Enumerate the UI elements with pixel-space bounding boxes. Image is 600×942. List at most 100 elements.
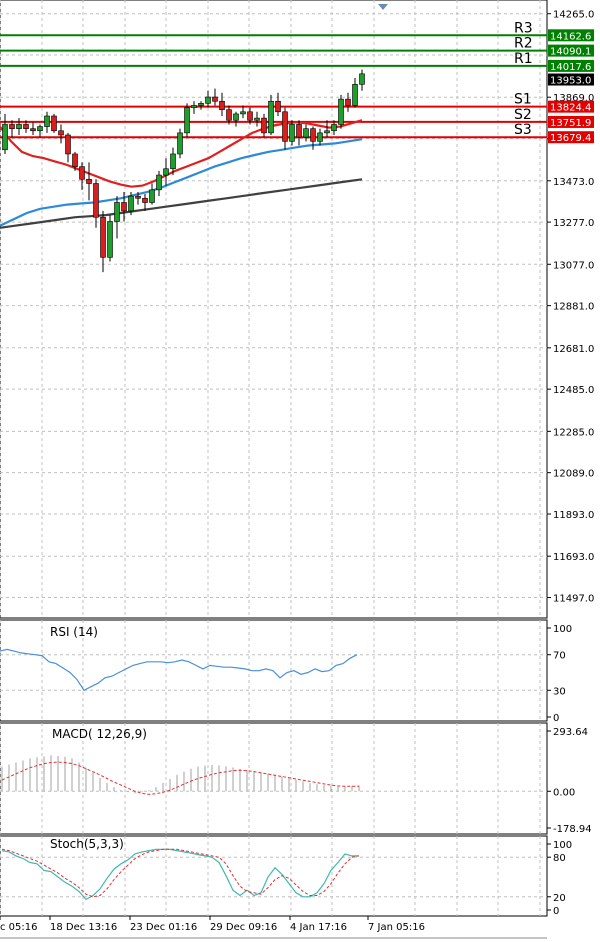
- level-tag-value: 13824.4: [550, 103, 591, 114]
- candle-body-down: [79, 166, 85, 180]
- candle-body-up: [198, 103, 204, 106]
- stoch-main-line: [1, 848, 359, 901]
- moving-averages: [0, 119, 363, 229]
- price-axis-label: 11893.0: [553, 510, 594, 521]
- candle: [303, 124, 309, 142]
- level-name-s2: S2: [514, 107, 532, 123]
- price-axis-label: 11693.0: [553, 552, 594, 563]
- price-axis: 14265.013869.013673.013473.013277.013077…: [547, 10, 594, 605]
- candle: [156, 170, 162, 197]
- candle-body-down: [296, 124, 302, 138]
- candle-body-down: [310, 128, 316, 142]
- level-tag-s3: [548, 131, 594, 144]
- time-axis-label: c 05:16: [0, 922, 38, 933]
- candle-body-up: [240, 111, 246, 115]
- level-tag-r2: [548, 44, 594, 57]
- candle-body-up: [114, 202, 120, 222]
- candle: [338, 94, 344, 129]
- price-axis-label: 12285.0: [553, 427, 594, 438]
- price-axis-label: 12881.0: [553, 302, 594, 313]
- candle: [16, 118, 22, 135]
- candle-body-down: [86, 178, 92, 184]
- candle-body-down: [226, 109, 232, 121]
- candle: [170, 147, 176, 176]
- rsi-axis-label: 70: [553, 651, 566, 662]
- current-price-value: 13953.0: [550, 76, 591, 87]
- macd-axis-label: 0.00: [553, 787, 575, 798]
- stoch-axis-label: 20: [553, 893, 566, 904]
- ma-slow-line: [0, 178, 363, 229]
- candle-body-up: [107, 221, 113, 258]
- candle-body-down: [121, 202, 127, 212]
- rsi-line: [0, 648, 358, 692]
- time-axis-label: 23 Dec 01:16: [130, 922, 197, 933]
- candle-body-down: [23, 124, 29, 129]
- candle: [107, 215, 113, 262]
- candle: [44, 111, 50, 133]
- price-axis-label: 12485.0: [553, 385, 594, 396]
- candle-body-down: [282, 111, 288, 142]
- candle-body-down: [142, 197, 148, 203]
- current-price-tag: [548, 73, 594, 86]
- candle: [121, 191, 127, 222]
- candle-body-up: [303, 128, 309, 138]
- candle: [359, 69, 365, 91]
- candle: [331, 120, 337, 135]
- time-axis-label: 7 Jan 05:16: [368, 922, 425, 933]
- candle: [37, 124, 43, 138]
- candle-body-up: [268, 100, 274, 134]
- candle-body-up: [170, 153, 176, 170]
- price-axis-label: 13473.0: [553, 177, 594, 188]
- candle-body-down: [93, 183, 99, 218]
- stoch-axis-label: 0: [553, 906, 559, 917]
- candle: [191, 101, 197, 114]
- rsi-title: RSI (14): [50, 625, 98, 639]
- stoch-axis: 100 80 20 0: [547, 840, 572, 917]
- candle-body-up: [184, 107, 190, 134]
- level-tag-value: 14017.6: [550, 62, 591, 73]
- candle: [163, 158, 169, 186]
- macd-series: [1, 755, 360, 795]
- stoch-signal-line: [1, 848, 360, 898]
- grid-lines: [0, 0, 547, 916]
- level-name-r3: R3: [514, 20, 533, 36]
- candle: [23, 120, 29, 133]
- candle-body-up: [37, 126, 43, 132]
- macd-axis-label: -178.94: [553, 824, 592, 835]
- price-axis-label: 13277.0: [553, 218, 594, 229]
- candle-body-up: [331, 124, 337, 132]
- level-tag-value: 14162.6: [550, 31, 591, 42]
- rsi-axis-label: 30: [553, 686, 566, 697]
- candle-body-up: [233, 113, 239, 121]
- candle: [198, 101, 204, 110]
- candle-body-down: [58, 130, 64, 136]
- time-axis-label: 29 Dec 09:16: [210, 922, 277, 933]
- candle-body-down: [51, 115, 57, 132]
- candle: [310, 126, 316, 150]
- rsi-axis: 100 70 30 0: [547, 624, 572, 724]
- candle: [86, 162, 92, 201]
- time-axis: c 05:16 18 Dec 13:16 23 Dec 01:16 29 Dec 09…: [0, 916, 547, 939]
- candle: [114, 196, 120, 239]
- candle: [219, 92, 225, 117]
- candle: [296, 120, 302, 146]
- candle: [93, 179, 99, 228]
- level-tag-value: 14090.1: [550, 47, 591, 58]
- candle-body-up: [289, 124, 295, 142]
- candle-body-down: [261, 117, 267, 134]
- candle-body-up: [2, 124, 8, 151]
- candle: [345, 92, 351, 112]
- candle-body-up: [177, 132, 183, 155]
- candle: [212, 88, 218, 106]
- candles: [2, 69, 365, 273]
- candle-body-up: [338, 98, 344, 125]
- candle: [142, 194, 148, 211]
- candle-body-down: [219, 100, 225, 110]
- candle: [240, 105, 246, 119]
- candle-body-down: [247, 111, 253, 121]
- price-axis-label: 12681.0: [553, 344, 594, 355]
- candle: [261, 113, 267, 138]
- candle: [135, 191, 141, 205]
- candle: [289, 120, 295, 146]
- level-name-s1: S1: [514, 92, 532, 108]
